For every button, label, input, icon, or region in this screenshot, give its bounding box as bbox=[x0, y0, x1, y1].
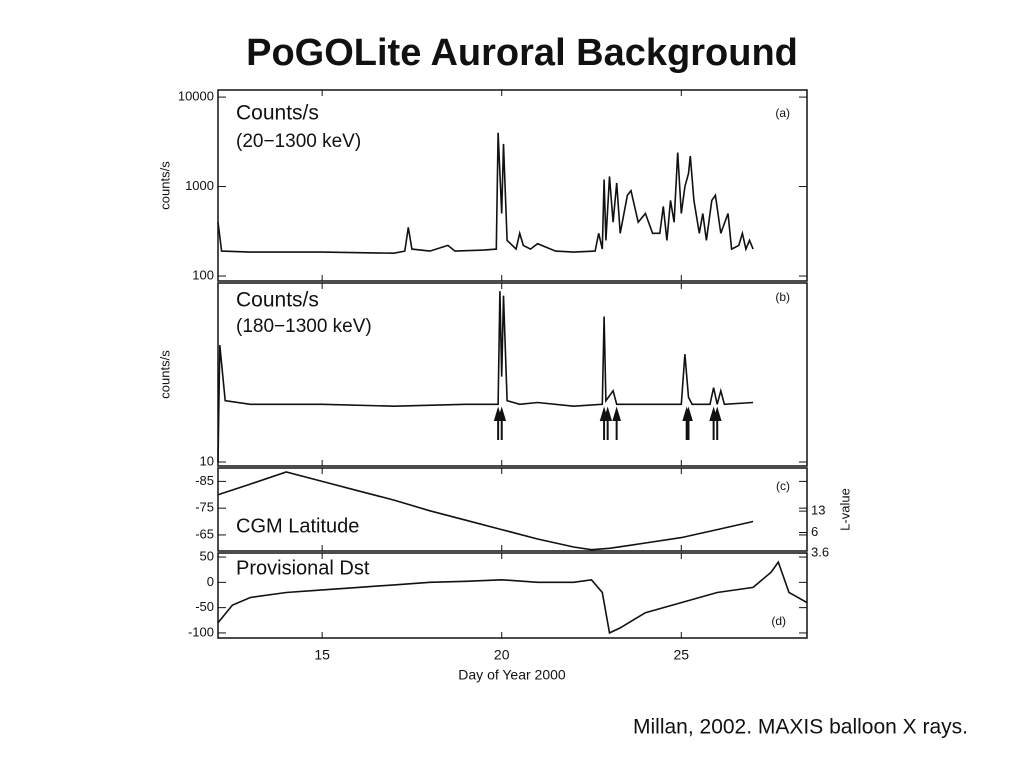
data-line bbox=[217, 291, 754, 463]
annotation: (a) bbox=[775, 106, 790, 120]
panel-frame bbox=[217, 89, 808, 282]
annotation: (b) bbox=[775, 290, 790, 304]
annotation: Counts/s bbox=[236, 102, 319, 125]
y-tick-label: 50 bbox=[200, 548, 214, 563]
annotation: (c) bbox=[776, 479, 790, 493]
annotation: (20−1300 keV) bbox=[236, 131, 361, 152]
annotation: (180−1300 keV) bbox=[236, 316, 372, 337]
y-tick-label: -75 bbox=[195, 500, 214, 515]
x-axis-label: Day of Year 2000 bbox=[458, 667, 566, 683]
slide-title: PoGOLite Auroral Background bbox=[246, 32, 798, 74]
y-tick-label: -100 bbox=[188, 624, 214, 639]
arrow bbox=[712, 406, 722, 440]
arrow bbox=[603, 406, 613, 440]
y-tick-label: -85 bbox=[195, 473, 214, 488]
y-tick-label: -50 bbox=[195, 599, 214, 614]
y2-tick-label: 6 bbox=[811, 524, 818, 539]
y-tick-label: 10000 bbox=[178, 89, 214, 104]
x-tick-label: 25 bbox=[674, 647, 690, 663]
panel-frame bbox=[217, 552, 808, 639]
arrow bbox=[497, 406, 507, 440]
y-tick-label: -65 bbox=[195, 526, 214, 541]
y2-tick-label: 13 bbox=[811, 503, 825, 518]
y-tick-label: 10 bbox=[200, 453, 214, 468]
data-line bbox=[217, 560, 808, 635]
x-tick-label: 20 bbox=[494, 647, 510, 663]
annotation: CGM Latitude bbox=[236, 515, 359, 537]
data-line bbox=[217, 132, 754, 255]
arrow bbox=[612, 406, 621, 440]
data-line bbox=[217, 471, 754, 551]
x-tick-label: 15 bbox=[314, 647, 330, 663]
y-tick-label: 1000 bbox=[185, 178, 214, 193]
arrow bbox=[684, 406, 693, 440]
panel-frame bbox=[217, 282, 808, 467]
y-tick-label: 0 bbox=[207, 574, 214, 589]
y-tick-label: 100 bbox=[192, 267, 214, 282]
y2-tick-label: 3.6 bbox=[811, 545, 829, 560]
annotation: Provisional Dst bbox=[236, 557, 370, 579]
panel-frame bbox=[217, 467, 808, 552]
citation: Millan, 2002. MAXIS balloon X rays. bbox=[633, 716, 968, 739]
y-axis-label: counts/s bbox=[157, 350, 172, 399]
annotation: (d) bbox=[771, 614, 786, 628]
y-axis-label: counts/s bbox=[157, 161, 172, 210]
y2-axis-label: L-value bbox=[837, 488, 852, 531]
annotation: Counts/s bbox=[236, 289, 319, 312]
